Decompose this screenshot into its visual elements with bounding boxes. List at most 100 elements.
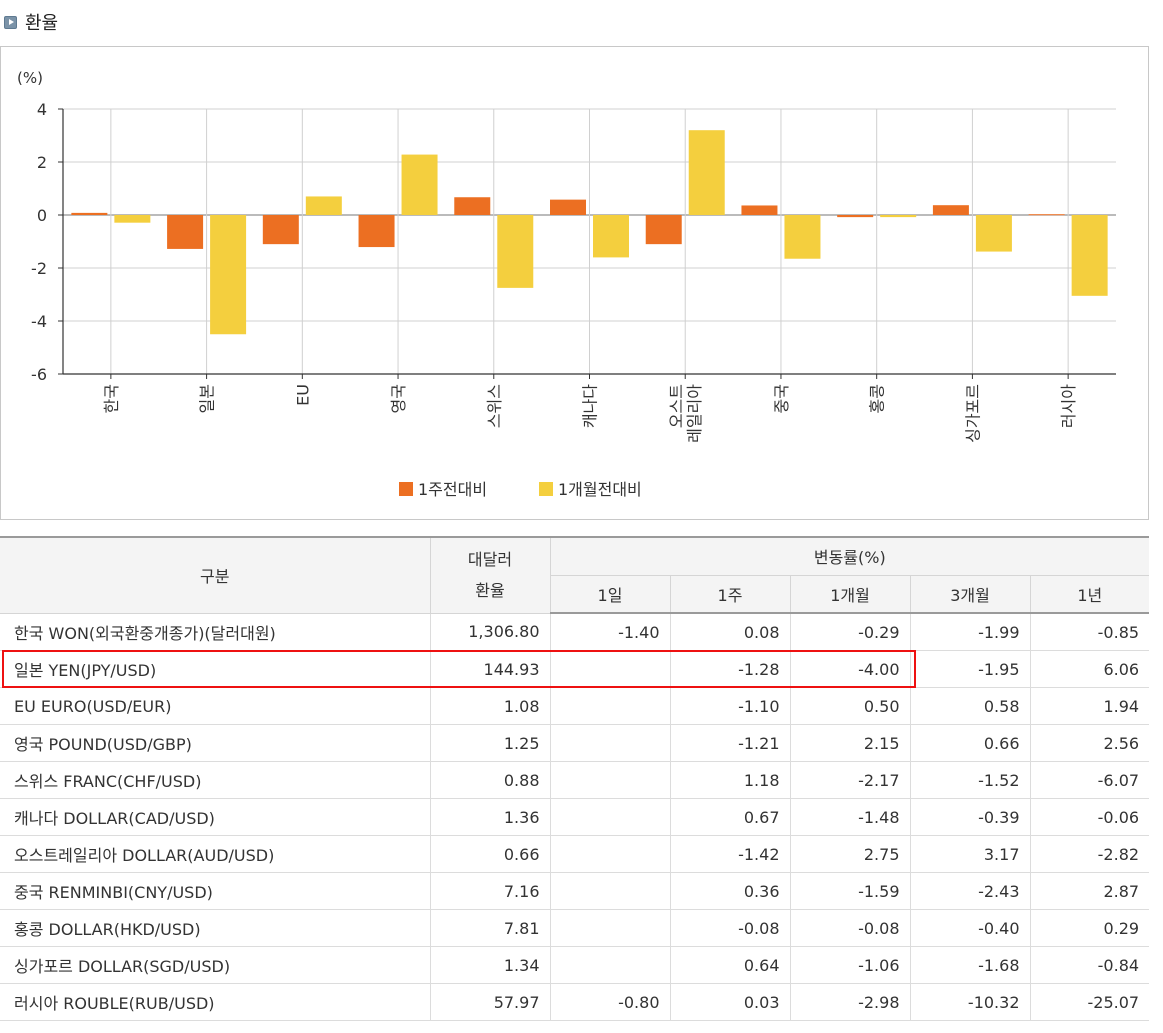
x-category-label-line: 오스트	[667, 384, 686, 428]
change-1m-cell: 2.15	[789, 724, 911, 762]
change-1y-cell: 6.06	[1029, 650, 1150, 688]
y-tick-label: 4	[37, 100, 47, 119]
x-category-label: 한국	[102, 384, 121, 413]
change-1y-cell: -0.85	[1029, 612, 1150, 651]
change-1w-cell: 0.64	[669, 946, 791, 984]
bar-1week	[837, 215, 874, 218]
header-period-1d: 1일	[550, 575, 671, 614]
change-3m-cell: -1.95	[909, 650, 1031, 688]
bar-1month	[880, 215, 917, 218]
change-3m-cell: -0.39	[909, 798, 1031, 836]
bar-1month	[210, 215, 247, 335]
x-category-label: 오스트레일리아	[667, 384, 704, 443]
change-1y-cell: 0.29	[1029, 909, 1150, 947]
legend-swatch-1month	[539, 482, 553, 496]
x-category-label-line: 중국	[772, 384, 791, 413]
x-category-label-line: 한국	[102, 384, 121, 413]
change-1m-cell: 0.50	[789, 687, 911, 725]
x-category-label-line: 영국	[389, 384, 408, 413]
currency-name-cell: 러시아 ROUBLE(RUB/USD)	[0, 983, 431, 1021]
change-1w-cell: 1.18	[669, 761, 791, 799]
x-category-label: 캐나다	[581, 384, 600, 428]
rate-cell: 144.93	[429, 650, 551, 688]
change-1d-cell	[549, 761, 671, 799]
section-title: 환율	[25, 13, 59, 34]
exchange-rate-chart: (%) 4 2 0 -2 -4 -6 한국 일본 EU 영국 스위스 캐나다 오스트레일리아 중국 홍콩 싱가포…	[0, 46, 1149, 520]
change-1y-cell: -0.06	[1029, 798, 1150, 836]
bar-1week	[741, 205, 778, 215]
y-tick-label: 2	[37, 153, 47, 172]
currency-name-cell: 오스트레일리아 DOLLAR(AUD/USD)	[0, 835, 431, 873]
table-row: EU EURO(USD/EUR) 1.08 -1.10 0.50 0.58 1.94	[0, 687, 1150, 725]
section-header: 환율	[4, 12, 59, 34]
x-category-label-line: 홍콩	[868, 384, 887, 413]
rate-cell: 1.25	[429, 724, 551, 762]
change-1d-cell: -0.80	[549, 983, 671, 1021]
change-1y-cell: -6.07	[1029, 761, 1150, 799]
change-1w-cell: -1.10	[669, 687, 791, 725]
header-change-group: 변동률(%)	[549, 536, 1150, 576]
table-row: 싱가포르 DOLLAR(SGD/USD) 1.34 0.64 -1.06 -1.68 -0…	[0, 946, 1150, 984]
change-3m-cell: -1.99	[909, 612, 1031, 651]
change-1y-cell: -0.84	[1029, 946, 1150, 984]
change-3m-cell: -10.32	[909, 983, 1031, 1021]
currency-name-cell: 영국 POUND(USD/GBP)	[0, 724, 431, 762]
legend-label-1month: 1개월전대비	[558, 480, 642, 499]
rate-cell: 0.88	[429, 761, 551, 799]
x-category-label: 홍콩	[868, 384, 887, 413]
header-period-1m: 1개월	[789, 575, 911, 614]
change-1y-cell: 1.94	[1029, 687, 1150, 725]
change-1w-cell: -1.42	[669, 835, 791, 873]
header-rate: 대달러 환율	[429, 536, 551, 614]
bar-1week	[932, 205, 969, 215]
bar-1month	[401, 154, 438, 215]
bar-1week	[550, 199, 586, 215]
change-1w-cell: 0.67	[669, 798, 791, 836]
change-1w-cell: -1.28	[669, 650, 791, 688]
change-1d-cell	[549, 872, 671, 910]
change-3m-cell: 0.58	[909, 687, 1031, 725]
bar-1week	[1028, 214, 1065, 216]
currency-name-cell: EU EURO(USD/EUR)	[0, 687, 431, 725]
header-period-3m: 3개월	[909, 575, 1031, 614]
bar-1month	[114, 215, 151, 223]
change-3m-cell: -2.43	[909, 872, 1031, 910]
x-category-label: 일본	[198, 384, 217, 413]
x-category-label-line: 일본	[198, 384, 217, 413]
table-row: 중국 RENMINBI(CNY/USD) 7.16 0.36 -1.59 -2.43 2.…	[0, 872, 1150, 910]
rate-cell: 7.16	[429, 872, 551, 910]
x-category-label-line: 캐나다	[581, 384, 600, 428]
bar-1month	[975, 215, 1012, 252]
change-1m-cell: -1.06	[789, 946, 911, 984]
bar-1month	[305, 196, 342, 215]
change-1m-cell: -0.08	[789, 909, 911, 947]
change-1w-cell: -0.08	[669, 909, 791, 947]
rate-cell: 1.36	[429, 798, 551, 836]
table-body: 한국 WON(외국환중개종가)(달러대원) 1,306.80 -1.40 0.08 -0…	[0, 612, 1150, 1021]
change-1m-cell: -0.29	[789, 612, 911, 651]
change-3m-cell: 3.17	[909, 835, 1031, 873]
y-tick-label: 0	[37, 206, 47, 225]
table-row: 한국 WON(외국환중개종가)(달러대원) 1,306.80 -1.40 0.08 -0…	[0, 612, 1150, 651]
bar-1month	[784, 215, 821, 259]
header-category: 구분	[0, 536, 431, 614]
change-1m-cell: 2.75	[789, 835, 911, 873]
change-1m-cell: -4.00	[789, 650, 911, 688]
bar-1week	[167, 215, 204, 249]
change-1y-cell: -2.82	[1029, 835, 1150, 873]
change-1w-cell: 0.03	[669, 983, 791, 1021]
header-period-1w: 1주	[669, 575, 791, 614]
bar-1week	[645, 215, 682, 245]
x-category-label: EU	[293, 384, 312, 406]
currency-name-cell: 홍콩 DOLLAR(HKD/USD)	[0, 909, 431, 947]
change-1d-cell: -1.40	[549, 612, 671, 651]
table-row: 일본 YEN(JPY/USD) 144.93 -1.28 -4.00 -1.95 6.06	[0, 650, 1150, 688]
table-row: 스위스 FRANC(CHF/USD) 0.88 1.18 -2.17 -1.52 -6.0…	[0, 761, 1150, 799]
rate-cell: 57.97	[429, 983, 551, 1021]
table-row: 홍콩 DOLLAR(HKD/USD) 7.81 -0.08 -0.08 -0.40 0.2…	[0, 909, 1150, 947]
bar-1month	[497, 215, 534, 288]
currency-name-cell: 일본 YEN(JPY/USD)	[0, 650, 431, 688]
x-category-label: 영국	[389, 384, 408, 413]
change-1w-cell: 0.08	[669, 612, 791, 651]
rate-cell: 1,306.80	[429, 612, 551, 651]
